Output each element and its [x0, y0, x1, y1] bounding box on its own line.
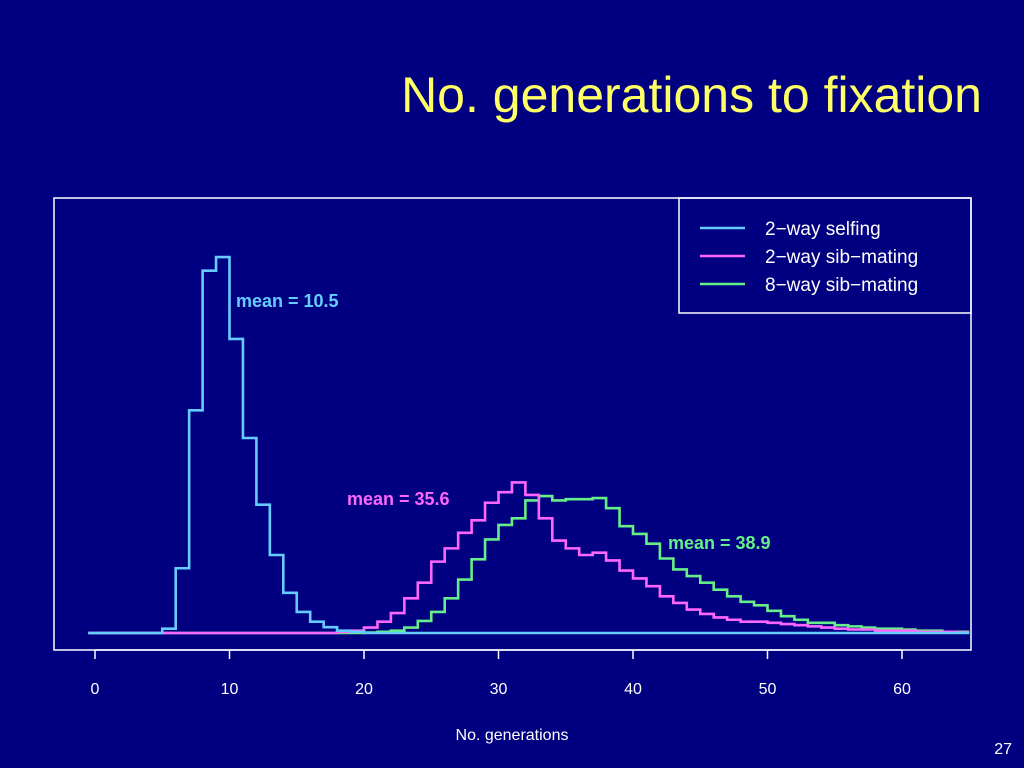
mean-label-sib8: mean = 38.9	[668, 533, 771, 553]
legend-label-sib2: 2−way sib−mating	[765, 247, 918, 268]
mean-label-sib2: mean = 35.6	[347, 489, 450, 509]
legend-label-sib8: 8−way sib−mating	[765, 275, 918, 296]
x-axis-label: No. generations	[456, 727, 569, 744]
mean-labels: mean = 10.5 mean = 35.6 mean = 38.9	[236, 291, 771, 553]
x-axis: 0 10 20 30 40 50 60	[91, 649, 911, 698]
mean-label-selfing: mean = 10.5	[236, 291, 339, 311]
x-tick-label: 0	[91, 681, 100, 698]
x-tick-label: 50	[759, 681, 777, 698]
series-line-sib8	[88, 494, 970, 635]
series-line-sib2	[88, 481, 970, 635]
legend-label-selfing: 2−way selfing	[765, 219, 881, 240]
page-number: 27	[994, 741, 1012, 758]
x-tick-label: 10	[221, 681, 239, 698]
x-tick-label: 60	[893, 681, 911, 698]
series-layer	[88, 255, 970, 635]
legend: 2−way selfing 2−way sib−mating 8−way sib−m…	[678, 197, 972, 314]
x-tick-label: 40	[624, 681, 642, 698]
legend-box	[678, 197, 972, 314]
x-tick-label: 30	[490, 681, 508, 698]
slide-title: No. generations to fixation	[401, 67, 982, 123]
x-tick-label: 20	[355, 681, 373, 698]
series-line-selfing	[88, 255, 970, 635]
